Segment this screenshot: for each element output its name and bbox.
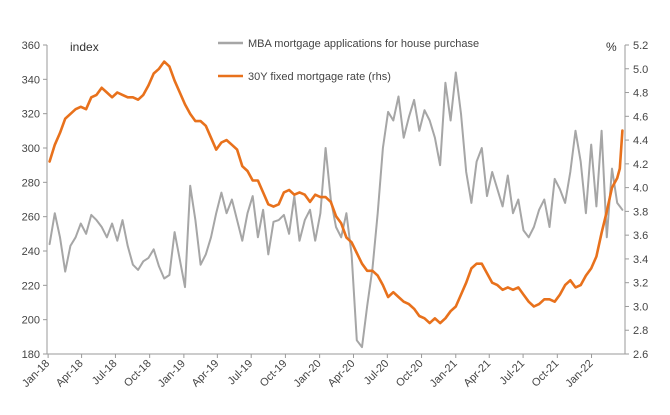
left-axis-label: index <box>70 40 99 54</box>
left-tick-label: 260 <box>22 212 40 224</box>
left-tick-label: 240 <box>22 246 40 258</box>
right-tick-label: 2.8 <box>633 325 648 337</box>
left-tick-label: 320 <box>22 109 40 121</box>
x-tick-label: Apr-19 <box>190 358 222 390</box>
left-tick-label: 360 <box>22 40 40 52</box>
x-tick-label: Apr-18 <box>54 358 86 390</box>
x-tick-label: Jul-18 <box>90 358 120 388</box>
left-tick-label: 220 <box>22 280 40 292</box>
right-tick-label: 3.0 <box>633 301 648 313</box>
left-tick-label: 340 <box>22 74 40 86</box>
right-tick-label: 5.2 <box>633 40 648 52</box>
left-tick-label: 200 <box>22 315 40 327</box>
right-tick-label: 4.0 <box>633 183 648 195</box>
right-tick-label: 2.6 <box>633 349 648 361</box>
right-tick-label: 3.2 <box>633 278 648 290</box>
right-axis-label: % <box>606 40 617 54</box>
x-tick-label: Apr-21 <box>462 358 494 390</box>
right-tick-label: 4.8 <box>633 88 648 100</box>
x-tick-label: Oct-20 <box>394 358 426 390</box>
x-tick-label: Jan-21 <box>428 358 460 390</box>
plot-frame <box>46 45 626 355</box>
legend-label-applications: MBA mortgage applications for house purc… <box>248 38 479 50</box>
right-tick-label: 3.8 <box>633 206 648 218</box>
series-line-applications <box>48 71 624 349</box>
x-tick-label: Oct-19 <box>258 358 290 390</box>
legend: MBA mortgage applications for house purc… <box>218 38 479 83</box>
right-tick-label: 5.0 <box>633 64 648 76</box>
right-tick-label: 3.6 <box>633 230 648 242</box>
x-tick-label: Jul-20 <box>362 358 392 388</box>
x-tick-label: Jul-21 <box>498 358 528 388</box>
right-tick-label: 4.6 <box>633 111 648 123</box>
left-tick-label: 280 <box>22 177 40 189</box>
right-tick-label: 4.4 <box>633 135 648 147</box>
x-tick-label: Jan-19 <box>156 358 188 390</box>
series-line-mortgage-rate <box>48 60 624 325</box>
left-tick-label: 180 <box>22 349 40 361</box>
x-tick-label: Apr-20 <box>326 358 358 390</box>
legend-label-rate: 30Y fixed mortgage rate (rhs) <box>248 71 391 83</box>
series-layer <box>48 60 624 349</box>
left-axis: 180 200 220 240 260 280 300 320 340 360 <box>22 40 47 361</box>
x-tick-label: Oct-21 <box>530 358 562 390</box>
right-tick-label: 3.4 <box>633 254 648 266</box>
x-tick-label: Jan-20 <box>291 358 323 390</box>
x-tick-label: Jan-22 <box>563 358 595 390</box>
right-axis: 2.6 2.8 3.0 3.2 3.4 3.6 3.8 4.0 4.2 4.4 4.6 4.8 5.0 5… <box>625 40 648 361</box>
right-tick-label: 4.2 <box>633 159 648 171</box>
x-tick-label: Oct-18 <box>122 358 154 390</box>
x-tick-label: Jul-19 <box>226 358 256 388</box>
left-tick-label: 300 <box>22 143 40 155</box>
x-tick-label: Jan-18 <box>20 358 52 390</box>
x-axis: Jan-18 Apr-18 Jul-18 Oct-18 Jan-19 Apr-19 Jul-… <box>20 354 596 390</box>
